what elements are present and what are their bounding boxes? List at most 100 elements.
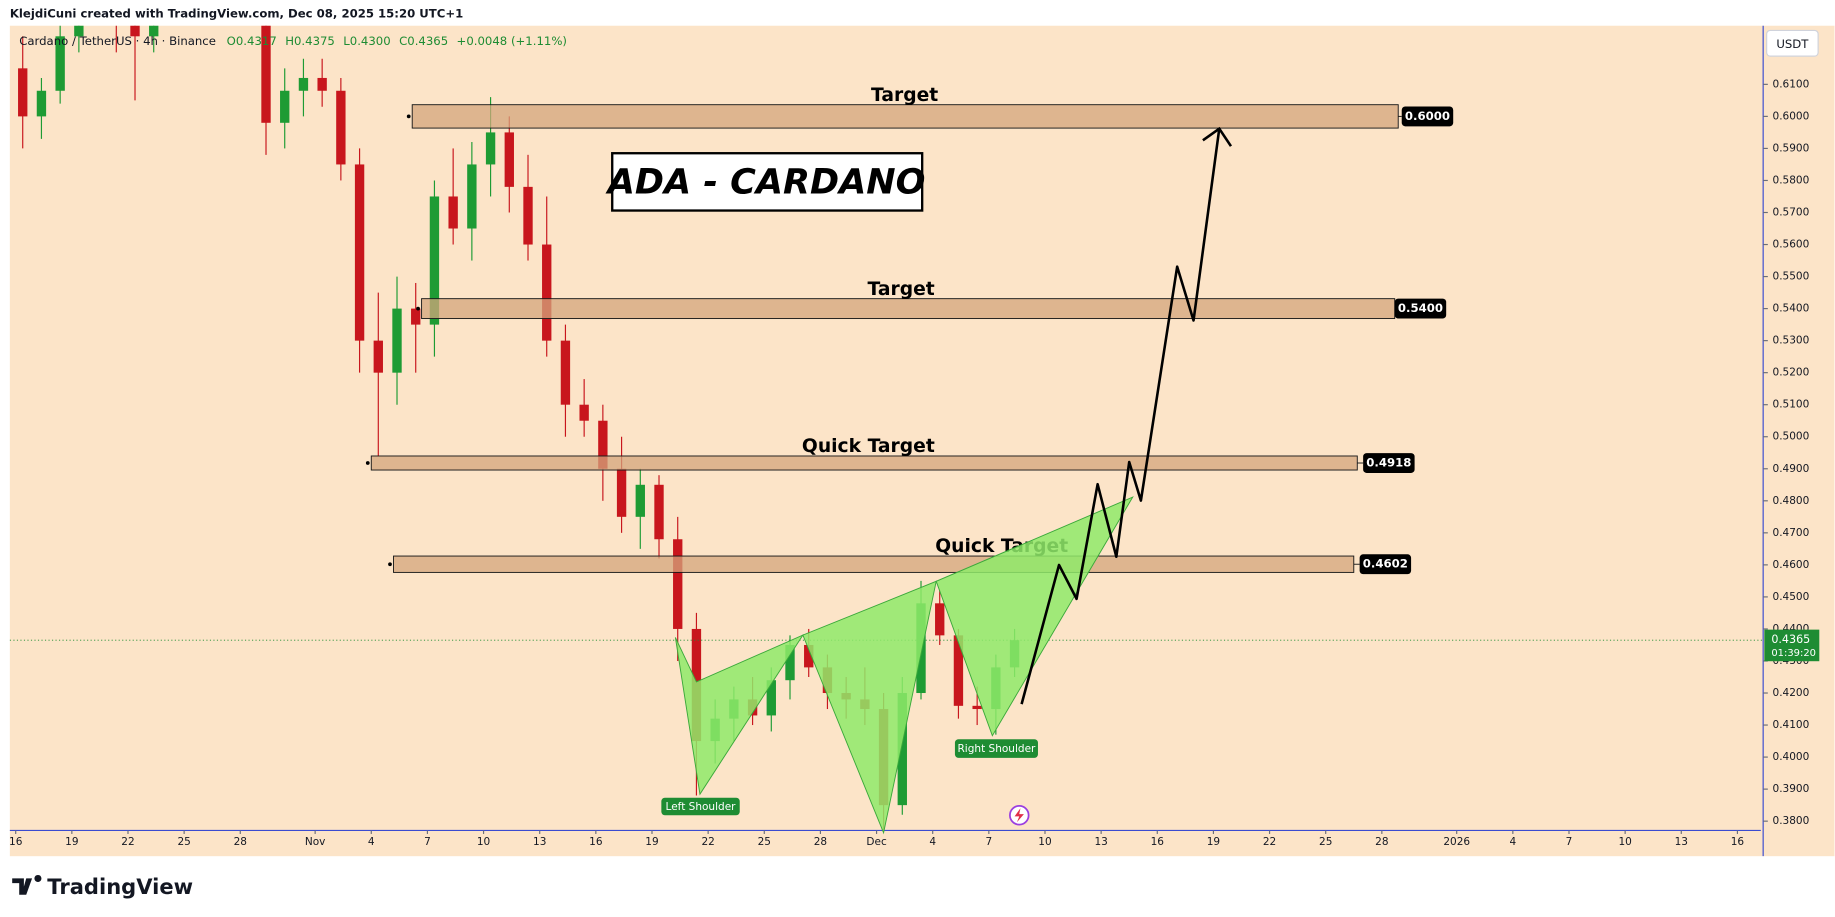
x-tick-label: 22	[1263, 836, 1276, 848]
legend-close: C0.4365	[399, 33, 448, 47]
zone-anchor	[388, 562, 392, 567]
x-tick-label: 13	[1094, 836, 1107, 848]
x-tick-label: 7	[985, 836, 992, 848]
current-price-label: 0.4365	[1771, 633, 1810, 646]
y-tick-label: 0.5400	[1773, 303, 1810, 315]
zone-label: Target	[868, 279, 935, 300]
logo-icon	[12, 874, 42, 895]
x-tick-label: 16	[589, 836, 603, 848]
x-tick-label: 28	[234, 836, 247, 848]
x-tick-label: 10	[477, 836, 490, 848]
candle-body	[785, 644, 795, 681]
alert-bolt	[1014, 808, 1024, 823]
x-tick-label: 4	[368, 836, 375, 848]
zone-tag	[1359, 554, 1412, 575]
candle-body	[392, 308, 402, 373]
candle-body	[373, 340, 383, 373]
x-tick-label: 2026	[1443, 836, 1470, 848]
title-box	[611, 152, 924, 212]
x-tick-label: 7	[1566, 836, 1573, 848]
candle-body	[467, 164, 477, 229]
logo: TradingView	[12, 874, 193, 899]
y-tick-label: 0.5300	[1773, 335, 1810, 347]
candle-body	[280, 90, 290, 123]
legend-text: Cardano / TetherUS · 4h · Binance O0.431…	[19, 33, 567, 47]
zone-tag-label: 0.4918	[1366, 456, 1411, 470]
legend-change: +0.0048 (+1.11%)	[457, 33, 567, 47]
zone-anchor	[406, 114, 411, 119]
candle-body	[542, 244, 552, 341]
credit: KlejdiCuni created with TradingView.com,…	[10, 7, 463, 21]
overlay: ADA - CARDANO Left Shoulder Right Should…	[605, 126, 1233, 835]
candle-body	[654, 484, 664, 540]
zone-label: Target	[871, 85, 938, 106]
y-tick-label: 0.6100	[1773, 78, 1810, 90]
x-tick-label: 13	[533, 836, 546, 848]
zone-tag	[1394, 298, 1447, 319]
y-tick-label: 0.4400	[1773, 623, 1810, 635]
y-tick-label: 0.5200	[1773, 367, 1810, 379]
y-tick-label: 0.3800	[1773, 815, 1810, 827]
candle-body	[317, 77, 327, 91]
zone-tag-label: 0.4602	[1363, 557, 1408, 571]
x-tick-label: Dec	[866, 836, 887, 848]
right-shoulder-pill	[954, 739, 1038, 758]
x-tick-label: 22	[121, 836, 134, 848]
zone-anchor	[365, 461, 370, 465]
x-tick-label: 19	[65, 836, 78, 848]
zone-tag-label: 0.5400	[1398, 301, 1443, 315]
left-shoulder-pill	[661, 797, 740, 816]
x-tick-label: 22	[701, 836, 714, 848]
x-tick-label: Nov	[305, 836, 326, 848]
legend-high: H0.4375	[285, 33, 335, 47]
candle-body	[972, 705, 982, 710]
projection-path	[1020, 128, 1221, 705]
zone-label: Quick Target	[802, 436, 935, 457]
legend-symbol: Cardano / TetherUS · 4h · Binance	[19, 33, 216, 47]
unit-box[interactable]	[1766, 29, 1819, 57]
legend: Cardano / TetherUS · 4h · Binance O0.431…	[19, 33, 567, 47]
right-shoulder-label: Right Shoulder	[958, 743, 1037, 755]
candle-body	[504, 132, 514, 187]
x-tick-label: 16	[1731, 836, 1745, 848]
y-tick-label: 0.5800	[1773, 174, 1810, 186]
candle-body	[429, 196, 440, 325]
x-tick-label: 10	[1618, 836, 1631, 848]
y-tick-label: 0.4700	[1773, 527, 1810, 539]
y-tick-label: 0.4200	[1773, 687, 1810, 699]
candles	[18, 25, 1020, 831]
candle-body	[560, 340, 571, 405]
candle-body	[411, 308, 421, 325]
y-tick-label: 0.5900	[1773, 142, 1810, 154]
left-shoulder-label: Left Shoulder	[666, 801, 737, 813]
candle-body	[579, 404, 589, 421]
candle-body	[130, 25, 140, 37]
y-tick-label: 0.5700	[1773, 206, 1810, 218]
x-tick-label: 16	[9, 836, 23, 848]
y-tick-label: 0.5000	[1773, 431, 1810, 443]
x-tick-label: 4	[1509, 836, 1516, 848]
candle-body	[673, 539, 683, 629]
y-tick-label: 0.4000	[1773, 751, 1810, 763]
head-shape	[802, 580, 937, 835]
candle-body	[766, 680, 776, 716]
zone-tag-label: 0.6000	[1405, 109, 1450, 123]
y-tick-label: 0.6000	[1773, 110, 1810, 122]
candle-body	[485, 132, 496, 165]
candle-body	[354, 164, 365, 341]
x-tick-label: 28	[814, 836, 827, 848]
x-tick-label: 13	[1675, 836, 1688, 848]
chart-title: ADA - CARDANO	[605, 162, 926, 203]
x-tick-label: 4	[929, 836, 936, 848]
x-tick-label: 16	[1151, 836, 1165, 848]
x-tick-label: 25	[177, 836, 190, 848]
x-tick-label: 7	[424, 836, 431, 848]
zone	[393, 555, 1355, 573]
candle-body	[804, 644, 814, 668]
y-tick-label: 0.4600	[1773, 559, 1810, 571]
legend-low: L0.4300	[343, 33, 390, 47]
zone-anchor	[416, 306, 420, 311]
candle-body	[935, 603, 945, 636]
candle-body	[897, 693, 907, 806]
candle-body	[598, 420, 608, 469]
